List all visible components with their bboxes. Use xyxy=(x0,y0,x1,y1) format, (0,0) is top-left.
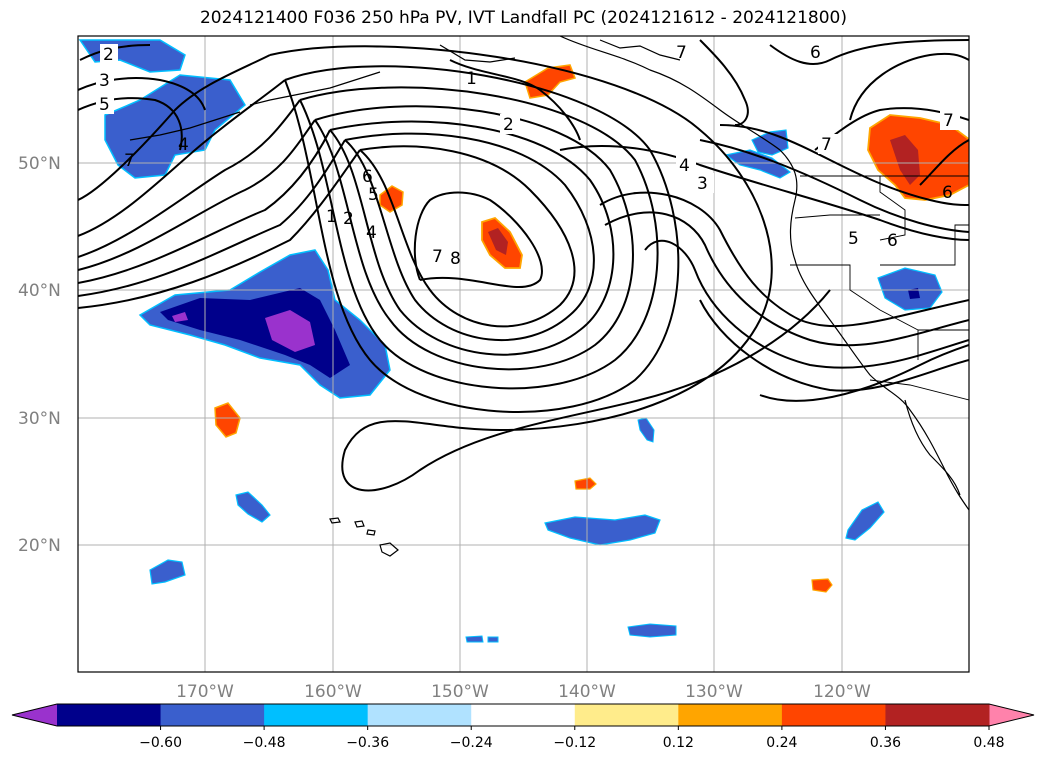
svg-text:5: 5 xyxy=(99,95,110,115)
lon-label: 140°W xyxy=(558,682,616,702)
svg-text:4: 4 xyxy=(366,223,377,243)
svg-text:7: 7 xyxy=(821,135,832,155)
svg-text:4: 4 xyxy=(178,135,189,155)
latitude-labels: 50°N 40°N 30°N 20°N xyxy=(18,154,61,556)
lon-label: 160°W xyxy=(304,682,362,702)
lat-label: 40°N xyxy=(18,281,61,301)
svg-text:7: 7 xyxy=(432,247,443,267)
lat-label: 20°N xyxy=(18,536,61,556)
svg-text:6: 6 xyxy=(887,231,898,251)
lon-label: 120°W xyxy=(813,682,871,702)
colorbar-tick-label: −0.24 xyxy=(450,735,493,751)
svg-text:6: 6 xyxy=(942,183,953,203)
colorbar-tick-label: 0.24 xyxy=(766,735,797,751)
coastline xyxy=(129,36,969,557)
colorbar-tick-label: 0.48 xyxy=(973,735,1004,751)
lon-label: 150°W xyxy=(431,682,489,702)
svg-text:3: 3 xyxy=(99,71,110,91)
colorbar-outline xyxy=(11,703,1035,727)
svg-text:6: 6 xyxy=(810,43,821,63)
svg-text:1: 1 xyxy=(326,207,337,227)
svg-text:4: 4 xyxy=(679,156,690,176)
colorbar-segment xyxy=(367,704,472,726)
lon-label: 170°W xyxy=(176,682,234,702)
colorbar-segment xyxy=(160,704,265,726)
svg-text:7: 7 xyxy=(124,151,135,171)
colorbar-tick-label: 0.12 xyxy=(663,735,694,751)
colorbar-tick-label: 0.36 xyxy=(870,735,901,751)
colorbar-tick-label: −0.60 xyxy=(139,735,182,751)
colorbar-segment xyxy=(574,704,679,726)
lon-label: 130°W xyxy=(685,682,743,702)
colorbar-tick-label: −0.36 xyxy=(346,735,389,751)
colorbar-extend-low xyxy=(12,704,57,726)
colorbar-tick-label: −0.12 xyxy=(553,735,596,751)
svg-text:2: 2 xyxy=(343,209,354,229)
svg-text:5: 5 xyxy=(848,229,859,249)
map-frame xyxy=(77,35,970,673)
svg-text:7: 7 xyxy=(676,43,687,63)
svg-text:5: 5 xyxy=(368,185,379,205)
colorbar-segment xyxy=(781,704,886,726)
lat-label: 50°N xyxy=(18,154,61,174)
svg-text:2: 2 xyxy=(503,115,514,135)
colorbar-extend-high xyxy=(989,704,1034,726)
svg-text:8: 8 xyxy=(450,249,461,269)
political-borders xyxy=(790,175,969,401)
colorbar-tick-label: −0.48 xyxy=(243,735,286,751)
svg-text:6: 6 xyxy=(362,167,373,187)
svg-text:3: 3 xyxy=(697,174,708,194)
longitude-labels: 170°W 160°W 150°W 140°W 130°W 120°W xyxy=(176,682,871,702)
colorbar-segment xyxy=(471,704,576,726)
contour-labels: 2 3 5 1 2 1 2 4 6 5 7 8 4 3 6 7 7 7 6 xyxy=(96,43,960,269)
colorbar-segment xyxy=(678,704,783,726)
lat-label: 30°N xyxy=(18,409,61,429)
colorbar-segment xyxy=(57,704,162,726)
colorbar-segment xyxy=(885,704,990,726)
map-title: 2024121400 F036 250 hPa PV, IVT Landfall… xyxy=(199,8,847,28)
svg-text:2: 2 xyxy=(103,45,114,65)
svg-text:1: 1 xyxy=(466,69,477,89)
colorbar: −0.60 −0.48 −0.36 −0.24 −0.12 0.12 0.24 0.36 0.4… xyxy=(11,703,1035,751)
svg-text:7: 7 xyxy=(943,111,954,131)
colorbar-segment xyxy=(264,704,369,726)
positive-anomaly-shading xyxy=(214,64,969,593)
